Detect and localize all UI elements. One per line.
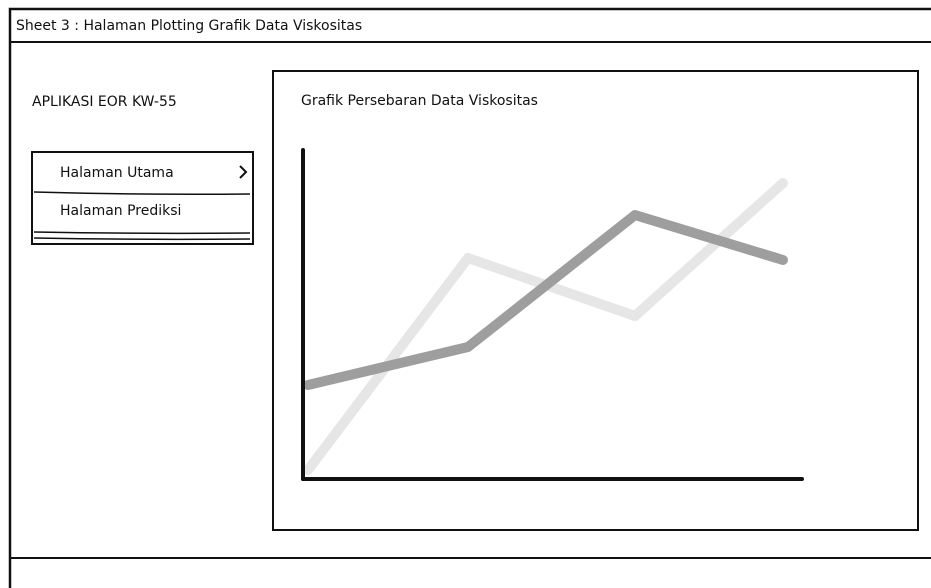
menu-separator bbox=[33, 231, 251, 235]
menu-item-label[interactable]: Halaman Prediksi bbox=[60, 203, 181, 219]
menu-separator bbox=[33, 191, 251, 195]
chart-placeholder bbox=[301, 148, 804, 481]
menu: Halaman Utama Halaman Prediksi bbox=[31, 151, 254, 245]
submenu-arrow bbox=[239, 165, 248, 179]
menu-item-label[interactable]: Halaman Utama bbox=[60, 165, 174, 181]
menu-item[interactable]: Halaman Utama bbox=[60, 165, 248, 181]
menu-box bbox=[31, 151, 254, 245]
chart-title: Grafik Persebaran Data Viskositas bbox=[301, 93, 538, 109]
placeholder-line-dark bbox=[303, 210, 788, 390]
window-title: Sheet 3 : Halaman Plotting Grafik Data V… bbox=[16, 18, 362, 34]
menu-separator bbox=[33, 237, 251, 241]
app-name: APLIKASI EOR KW-55 bbox=[32, 94, 177, 110]
